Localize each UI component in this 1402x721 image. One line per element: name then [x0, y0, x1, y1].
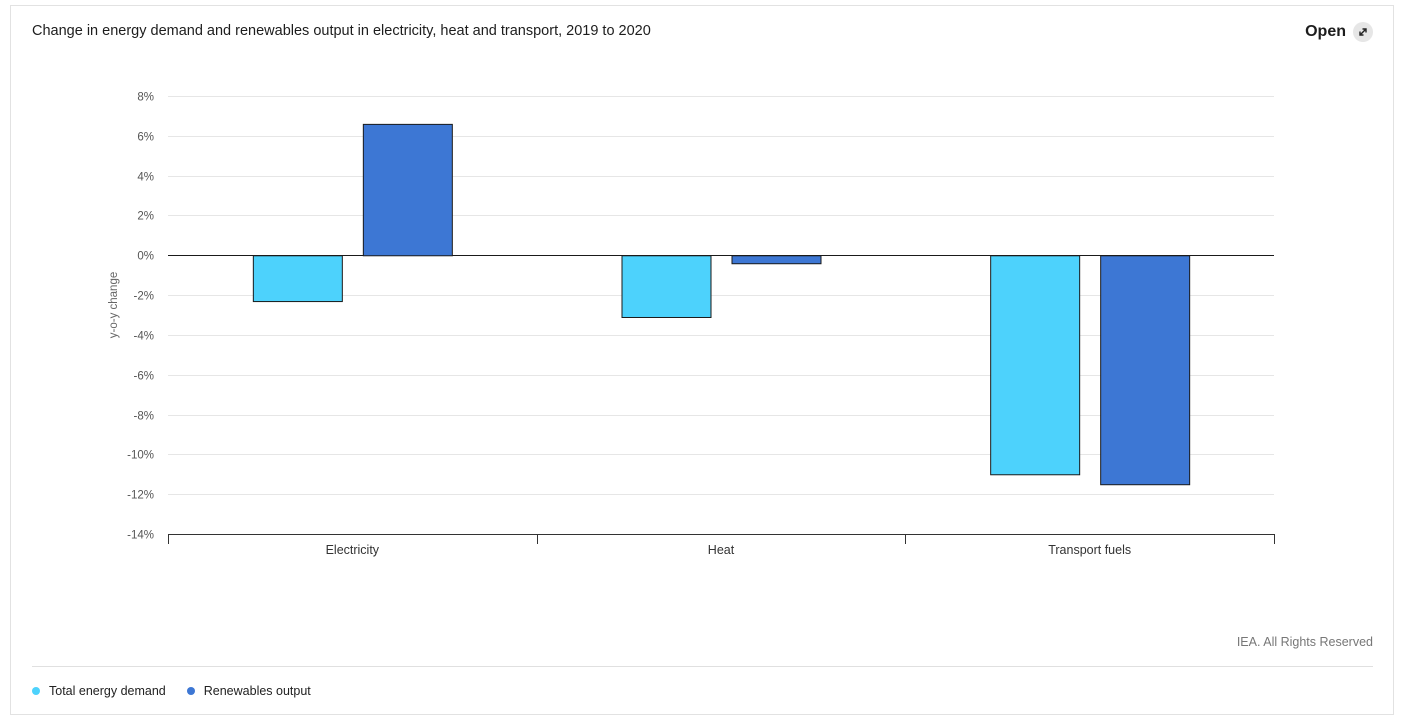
x-tick-label: Transport fuels — [1048, 543, 1131, 557]
x-tick-label: Electricity — [326, 543, 380, 557]
legend-item-renewables-output[interactable]: Renewables output — [186, 684, 311, 698]
y-tick-label: 6% — [137, 132, 154, 144]
expand-arrows-icon[interactable] — [1353, 22, 1373, 42]
y-tick-label: -6% — [134, 371, 154, 383]
legend-dot-icon — [186, 687, 195, 695]
bar-total-energy-demand-transport-fuels[interactable] — [990, 255, 1081, 476]
chart-title: Change in energy demand and renewables o… — [32, 23, 651, 39]
open-button-label: Open — [1305, 23, 1346, 40]
open-button[interactable]: Open — [1305, 22, 1373, 42]
y-tick-label: -14% — [127, 530, 154, 542]
y-tick-label: -2% — [134, 291, 154, 303]
bar-total-energy-demand-heat[interactable] — [621, 255, 712, 318]
x-tick-label: Heat — [708, 543, 735, 557]
legend-item-total-energy-demand[interactable]: Total energy demand — [32, 684, 166, 698]
bar-total-energy-demand-electricity[interactable] — [252, 255, 343, 303]
y-tick-label: -8% — [134, 411, 154, 423]
bar-renewables-output-transport-fuels[interactable] — [1100, 255, 1191, 486]
legend-label: Total energy demand — [49, 684, 166, 698]
y-tick-label: 2% — [137, 211, 154, 223]
y-tick-label: 8% — [137, 92, 154, 104]
legend-label: Renewables output — [203, 684, 311, 698]
y-tick-label: 0% — [137, 251, 154, 263]
bar-renewables-output-heat[interactable] — [731, 255, 822, 265]
legend-dot-icon — [32, 687, 40, 695]
copyright-credit: IEA. All Rights Reserved — [1236, 635, 1373, 649]
y-tick-label: -4% — [134, 331, 154, 343]
bar-renewables-output-electricity[interactable] — [362, 123, 453, 257]
y-tick-label: -12% — [127, 490, 154, 502]
y-axis-title: y-o-y change — [108, 272, 120, 338]
y-tick-label: -10% — [127, 450, 154, 462]
chart-legend: Total energy demand Renewables output — [32, 684, 332, 698]
legend-divider — [32, 666, 1373, 667]
y-tick-label: 4% — [137, 172, 154, 184]
